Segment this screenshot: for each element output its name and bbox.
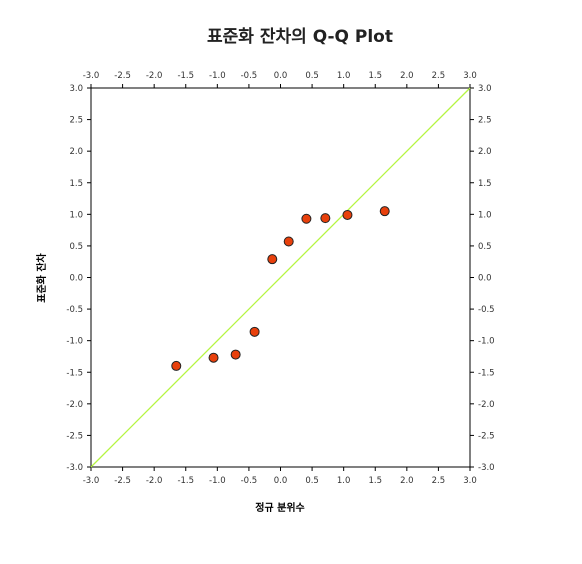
y-tick-label-left: -1.5 — [66, 368, 83, 378]
y-axis-label: 표준화 잔차 — [35, 252, 48, 302]
x-tick-label-top: 2.0 — [400, 71, 414, 81]
x-tick-label-top: 0.0 — [274, 71, 288, 81]
x-tick-label-bottom: 1.0 — [337, 476, 351, 486]
y-tick-label-right: -2.5 — [478, 431, 495, 441]
x-tick-label-bottom: -2.0 — [146, 476, 163, 486]
x-tick-label-bottom: -2.5 — [114, 476, 131, 486]
data-point — [249, 326, 260, 337]
reference-line — [90, 87, 471, 468]
x-tick-label-top: -0.5 — [241, 71, 258, 81]
data-point — [283, 236, 294, 247]
chart-title: 표준화 잔차의 Q-Q Plot — [207, 27, 393, 47]
y-tick-label-left: 1.0 — [69, 210, 83, 220]
x-tick-label-top: 1.0 — [337, 71, 351, 81]
x-tick-label-bottom: -3.0 — [83, 476, 100, 486]
x-tick-label-bottom: 1.5 — [368, 476, 382, 486]
y-tick-label-right: -0.5 — [478, 305, 495, 315]
data-point — [208, 352, 219, 363]
x-axis-label: 정규 분위수 — [255, 501, 304, 514]
y-tick-label-right: 0.0 — [478, 274, 492, 284]
x-tick-label-bottom: 0.0 — [274, 476, 288, 486]
y-tick-label-right: -3.0 — [478, 463, 495, 473]
y-tick-label-right: -1.0 — [478, 337, 495, 347]
y-tick-label-left: 3.0 — [69, 84, 83, 94]
y-tick-label-left: -1.0 — [66, 337, 83, 347]
data-point — [171, 360, 182, 371]
x-tick-label-bottom: -1.5 — [177, 476, 194, 486]
y-tick-label-right: 1.0 — [478, 210, 492, 220]
y-tick-label-left: 1.5 — [69, 179, 83, 189]
x-tick-label-bottom: 2.0 — [400, 476, 414, 486]
y-tick-label-right: 2.5 — [478, 116, 492, 126]
x-tick-label-bottom: -1.0 — [209, 476, 226, 486]
y-tick-label-right: 2.0 — [478, 147, 492, 157]
x-tick-label-bottom: 3.0 — [463, 476, 477, 486]
data-point — [301, 213, 312, 224]
x-tick-label-top: -2.5 — [114, 71, 131, 81]
y-tick-label-left: -3.0 — [66, 463, 83, 473]
data-point — [320, 213, 331, 224]
x-tick-label-top: -2.0 — [146, 71, 163, 81]
y-tick-label-left: -2.0 — [66, 400, 83, 410]
axis-ticks: -3.0-3.0-3.0 -3.0-2.5-2.5-2.5 -2.5-2.0-2.0… — [66, 71, 494, 486]
y-tick-label-left: -0.5 — [66, 305, 83, 315]
data-point — [379, 206, 390, 217]
y-tick-label-left: -2.5 — [66, 431, 83, 441]
x-tick-label-top: 0.5 — [305, 71, 319, 81]
x-tick-label-top: -3.0 — [83, 71, 100, 81]
y-tick-label-right: 0.5 — [478, 242, 492, 252]
x-tick-label-top: -1.5 — [177, 71, 194, 81]
data-points — [171, 206, 390, 371]
y-tick-label-right: 3.0 — [478, 84, 492, 94]
y-tick-label-right: -1.5 — [478, 368, 495, 378]
y-tick-label-right: -2.0 — [478, 400, 495, 410]
x-tick-label-bottom: 2.5 — [432, 476, 446, 486]
y-tick-label-left: 0.5 — [69, 242, 83, 252]
x-tick-label-top: 1.5 — [368, 71, 382, 81]
x-tick-label-bottom: -0.5 — [241, 476, 258, 486]
x-tick-label-bottom: 0.5 — [305, 476, 319, 486]
x-tick-label-top: 2.5 — [432, 71, 446, 81]
data-point — [342, 209, 353, 220]
x-tick-label-top: 3.0 — [463, 71, 477, 81]
y-tick-label-left: 0.0 — [69, 274, 83, 284]
y-tick-label-right: 1.5 — [478, 179, 492, 189]
y-tick-label-left: 2.0 — [69, 147, 83, 157]
data-point — [267, 254, 278, 265]
y-tick-label-left: 2.5 — [69, 116, 83, 126]
x-tick-label-top: -1.0 — [209, 71, 226, 81]
data-point — [230, 349, 241, 360]
